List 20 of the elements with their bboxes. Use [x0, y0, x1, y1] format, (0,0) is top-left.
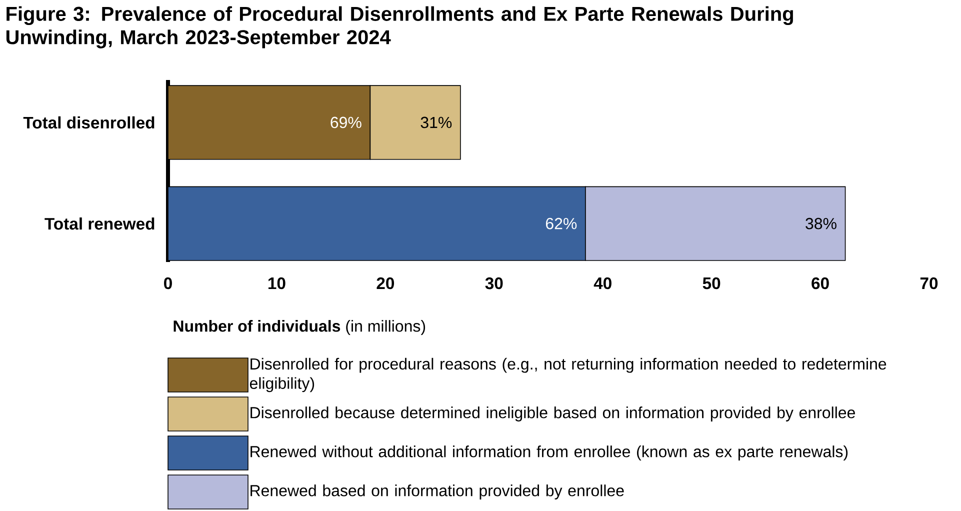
x-tick-label: 60	[812, 277, 829, 290]
legend-label: Renewed without additional information from enrollee (known as ex parte renewals)	[250, 446, 848, 460]
annotation: 62%	[546, 218, 577, 230]
x-tick-label: 40	[594, 277, 612, 290]
x-tick-label: 70	[920, 277, 938, 290]
x-tick-label: 50	[702, 277, 720, 290]
x-tick-label: 10	[268, 277, 286, 290]
legend-label: Renewed based on information provided by enrollee	[250, 484, 624, 500]
annotation: 38%	[806, 218, 836, 230]
annotation: 69%	[330, 116, 362, 128]
legend-label: Disenrolled because determined ineligible based on information provided by enrollee	[250, 406, 855, 422]
x-axis-title: Number of individuals (in millions)	[174, 320, 426, 335]
x-tick-label: 0	[164, 277, 172, 290]
chart-title: Figure 3: Prevalence of Procedural Disenrollments and Ex Parte Renewals During Unwinding, March 2023-September 2024	[6, 6, 793, 48]
x-tick-label: 30	[485, 277, 503, 290]
annotation: 31%	[420, 116, 452, 128]
y-tick-label: Total renewed	[44, 217, 154, 230]
legend-label: Disenrolled for procedural reasons (e.g., not returning information needed to redetermine eligibility)	[250, 358, 886, 392]
x-tick-label: 20	[376, 277, 394, 290]
y-tick-label: Total disenrolled	[23, 116, 154, 129]
